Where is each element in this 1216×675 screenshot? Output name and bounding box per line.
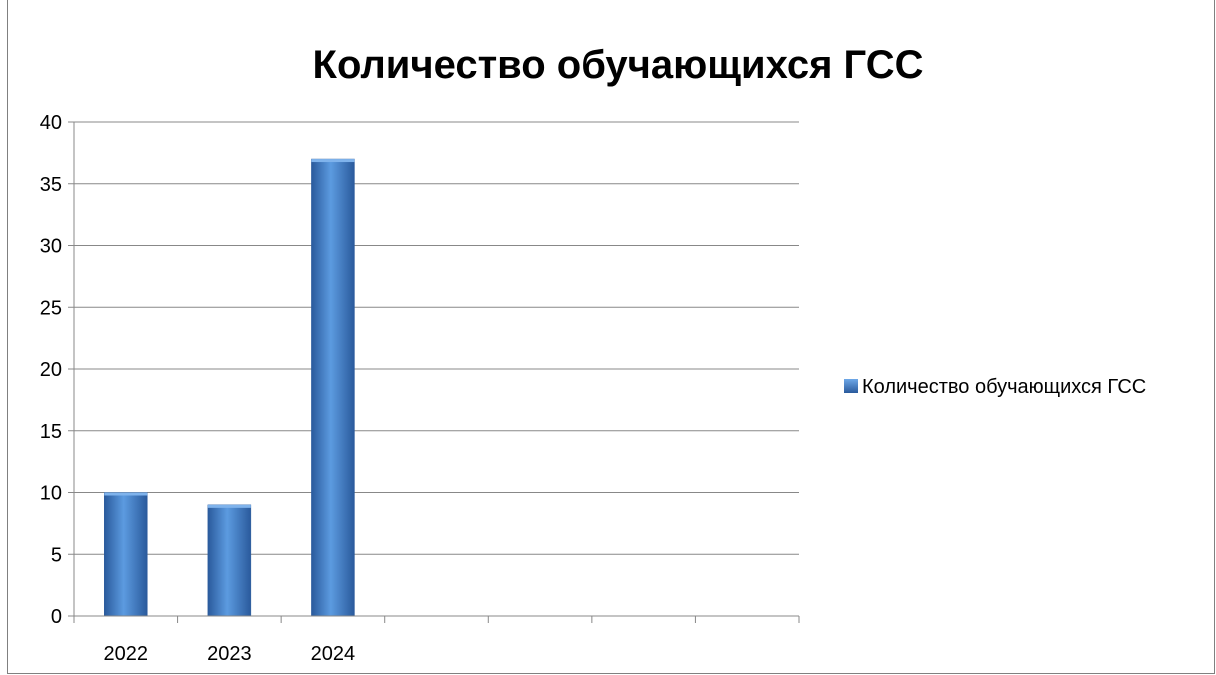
bar-cap [207, 504, 251, 508]
x-tick-label: 2022 [104, 643, 149, 665]
bars [104, 158, 355, 617]
axes [73, 122, 799, 617]
chart-title: Количество обучающихся ГСС [313, 43, 924, 87]
y-tick-label: 5 [51, 544, 62, 566]
legend-swatch [844, 379, 858, 393]
y-tick-label: 15 [40, 421, 62, 443]
y-axis-ticks: 0 5 10 15 20 25 30 35 40 [40, 112, 74, 628]
y-tick-label: 10 [40, 483, 62, 505]
legend-label: Количество обучающихся ГСС [862, 376, 1146, 398]
y-tick-label: 40 [40, 112, 62, 134]
bar-cap [311, 159, 355, 163]
bar [311, 158, 355, 617]
y-tick-label: 35 [40, 174, 62, 196]
legend: Количество обучающихся ГСС [844, 376, 1146, 398]
x-tick-label: 2023 [207, 643, 252, 665]
bar-body [207, 504, 252, 617]
bar [207, 504, 252, 617]
bar-cap [104, 492, 148, 496]
x-tick-label: 2024 [311, 643, 356, 665]
y-tick-label: 30 [40, 236, 62, 258]
y-tick-label: 25 [40, 297, 62, 319]
y-tick-label: 0 [51, 606, 62, 628]
bar-body [311, 158, 355, 617]
y-tick-label: 20 [40, 359, 62, 381]
x-axis-ticks: 2022 2023 2024 [73, 616, 800, 665]
bar-body [104, 492, 148, 617]
gridlines [74, 121, 799, 555]
bar [104, 492, 148, 617]
